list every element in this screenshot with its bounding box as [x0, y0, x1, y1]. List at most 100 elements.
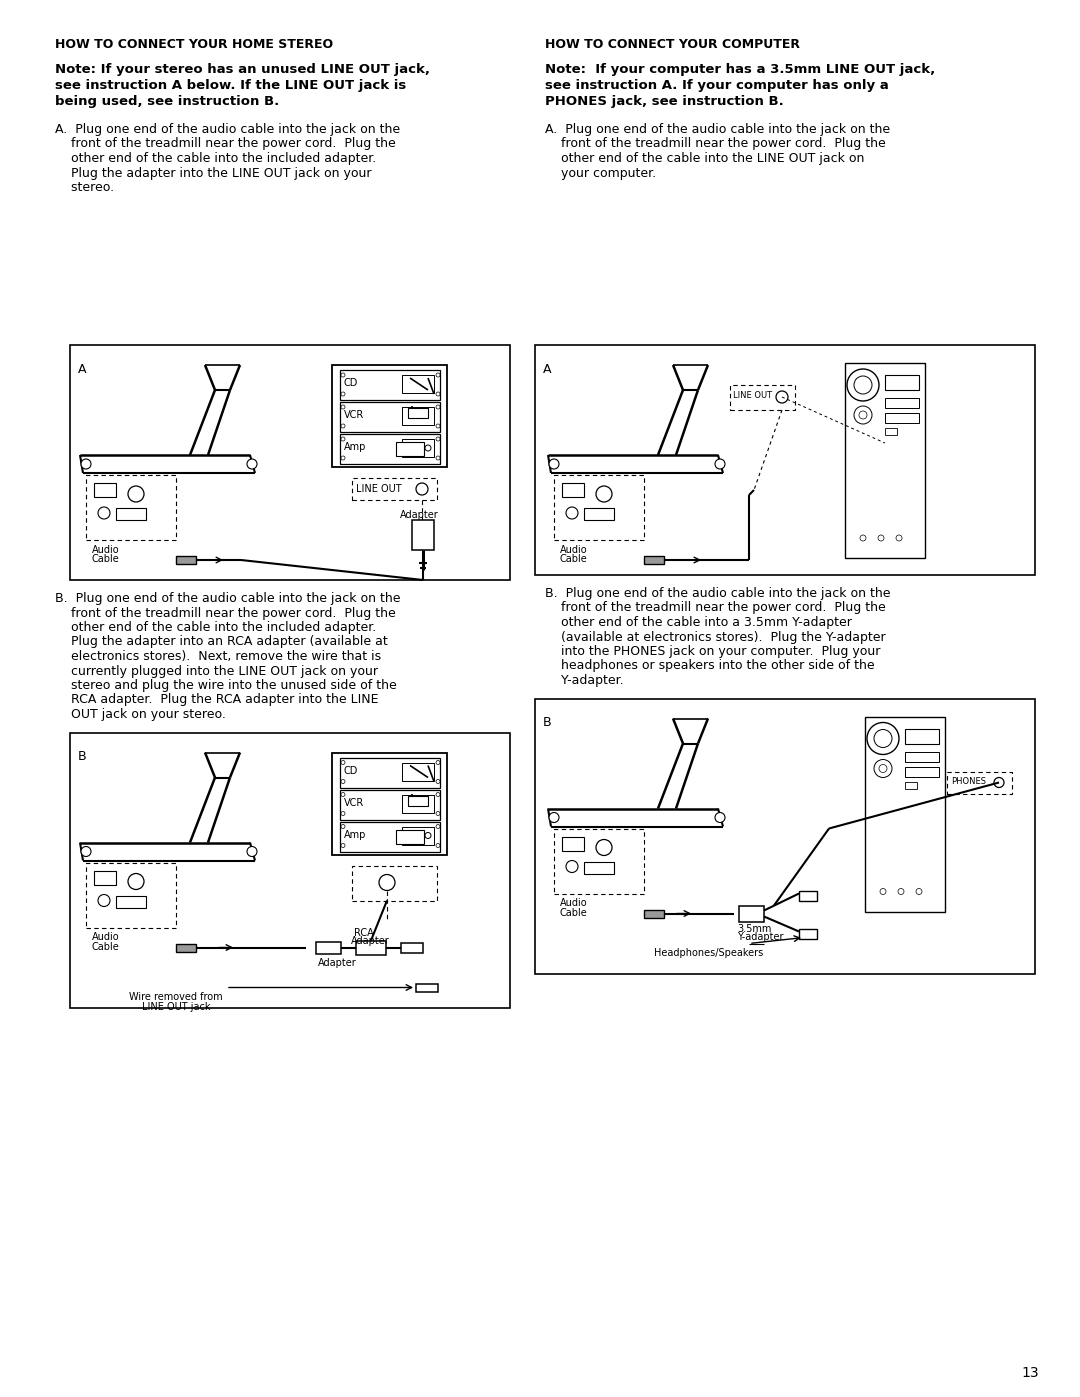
Circle shape — [566, 861, 578, 873]
Text: front of the treadmill near the power cord.  Plug the: front of the treadmill near the power co… — [545, 602, 886, 615]
Bar — [401, 943, 423, 953]
Bar — [316, 942, 341, 954]
Bar — [70, 345, 510, 580]
Bar — [905, 752, 939, 761]
Bar — [94, 483, 116, 497]
Bar — [396, 441, 424, 455]
Bar — [799, 929, 816, 939]
Circle shape — [341, 455, 345, 460]
Bar — [885, 398, 919, 408]
Text: B.  Plug one end of the audio cable into the jack on the: B. Plug one end of the audio cable into … — [545, 587, 891, 599]
Text: B.  Plug one end of the audio cable into the jack on the: B. Plug one end of the audio cable into … — [55, 592, 401, 605]
Text: other end of the cable into a 3.5mm Y-adapter: other end of the cable into a 3.5mm Y-ad… — [545, 616, 852, 629]
Text: Audio: Audio — [92, 545, 120, 555]
Circle shape — [81, 847, 91, 856]
Text: Y-adapter: Y-adapter — [737, 933, 783, 943]
Text: front of the treadmill near the power cord.  Plug the: front of the treadmill near the power co… — [545, 137, 886, 151]
Circle shape — [777, 391, 788, 402]
Bar — [885, 374, 919, 390]
Text: Plug the adapter into the LINE OUT jack on your: Plug the adapter into the LINE OUT jack … — [55, 166, 372, 179]
Circle shape — [874, 760, 892, 778]
Circle shape — [994, 778, 1004, 788]
Text: Cable: Cable — [92, 555, 120, 564]
Text: Amp: Amp — [345, 441, 366, 453]
Circle shape — [596, 840, 612, 855]
Bar — [86, 475, 176, 541]
Circle shape — [596, 486, 612, 502]
Circle shape — [247, 460, 257, 469]
Text: (available at electronics stores).  Plug the Y-adapter: (available at electronics stores). Plug … — [545, 630, 886, 644]
Bar — [947, 771, 1012, 793]
Circle shape — [129, 486, 144, 502]
Text: A: A — [78, 363, 86, 376]
Text: 13: 13 — [1022, 1366, 1039, 1380]
Bar — [885, 414, 919, 423]
Bar — [535, 345, 1035, 576]
Text: Plug the adapter into an RCA adapter (available at: Plug the adapter into an RCA adapter (av… — [55, 636, 388, 648]
Circle shape — [341, 792, 345, 796]
Text: front of the treadmill near the power cord.  Plug the: front of the treadmill near the power co… — [55, 606, 395, 619]
Circle shape — [436, 760, 440, 764]
Text: Cable: Cable — [92, 942, 120, 951]
Circle shape — [405, 446, 411, 451]
Bar — [799, 890, 816, 901]
Text: RCA: RCA — [354, 928, 374, 937]
Circle shape — [98, 894, 110, 907]
Circle shape — [436, 812, 440, 816]
Bar — [562, 837, 584, 851]
Bar — [554, 475, 644, 541]
Bar — [402, 374, 434, 393]
Circle shape — [436, 437, 440, 441]
Text: LINE OUT jack: LINE OUT jack — [141, 1002, 211, 1011]
Text: Note:  If your computer has a 3.5mm LINE OUT jack,: Note: If your computer has a 3.5mm LINE … — [545, 63, 935, 75]
Text: see instruction A. If your computer has only a: see instruction A. If your computer has … — [545, 80, 889, 92]
Bar — [535, 698, 1035, 974]
Circle shape — [129, 873, 144, 890]
Text: being used, see instruction B.: being used, see instruction B. — [55, 95, 280, 108]
Circle shape — [549, 813, 559, 823]
Circle shape — [341, 824, 345, 828]
Circle shape — [436, 405, 440, 409]
Text: currently plugged into the LINE OUT jack on your: currently plugged into the LINE OUT jack… — [55, 665, 378, 678]
Bar — [340, 370, 440, 400]
Bar — [332, 753, 447, 855]
Text: Note: If your stereo has an unused LINE OUT jack,: Note: If your stereo has an unused LINE … — [55, 63, 430, 75]
Text: Adapter: Adapter — [400, 510, 438, 520]
Bar — [352, 866, 437, 901]
Circle shape — [549, 460, 559, 469]
Circle shape — [247, 847, 257, 856]
Bar — [340, 402, 440, 432]
Bar — [340, 789, 440, 820]
Circle shape — [436, 455, 440, 460]
Text: Wire removed from: Wire removed from — [130, 992, 222, 1003]
Circle shape — [341, 405, 345, 409]
Circle shape — [416, 483, 428, 495]
Circle shape — [874, 729, 892, 747]
Bar — [116, 509, 146, 520]
Circle shape — [436, 780, 440, 784]
Text: other end of the cable into the included adapter.: other end of the cable into the included… — [55, 622, 376, 634]
Text: B: B — [78, 750, 86, 764]
Circle shape — [916, 888, 922, 894]
Bar — [408, 795, 428, 806]
Text: stereo.: stereo. — [55, 182, 114, 194]
Bar — [340, 757, 440, 788]
Text: Y-adapter.: Y-adapter. — [545, 673, 623, 687]
Circle shape — [436, 425, 440, 427]
Bar — [402, 795, 434, 813]
Circle shape — [897, 888, 904, 894]
Bar — [340, 434, 440, 464]
Circle shape — [341, 780, 345, 784]
Bar — [554, 828, 644, 894]
Circle shape — [341, 812, 345, 816]
Bar — [408, 408, 428, 418]
Text: CD: CD — [345, 766, 359, 775]
Circle shape — [341, 760, 345, 764]
Text: A: A — [543, 363, 552, 376]
Bar — [352, 478, 437, 500]
Bar — [396, 830, 424, 844]
Bar — [402, 439, 434, 457]
Bar — [739, 905, 764, 922]
Bar — [176, 943, 195, 951]
Circle shape — [715, 460, 725, 469]
